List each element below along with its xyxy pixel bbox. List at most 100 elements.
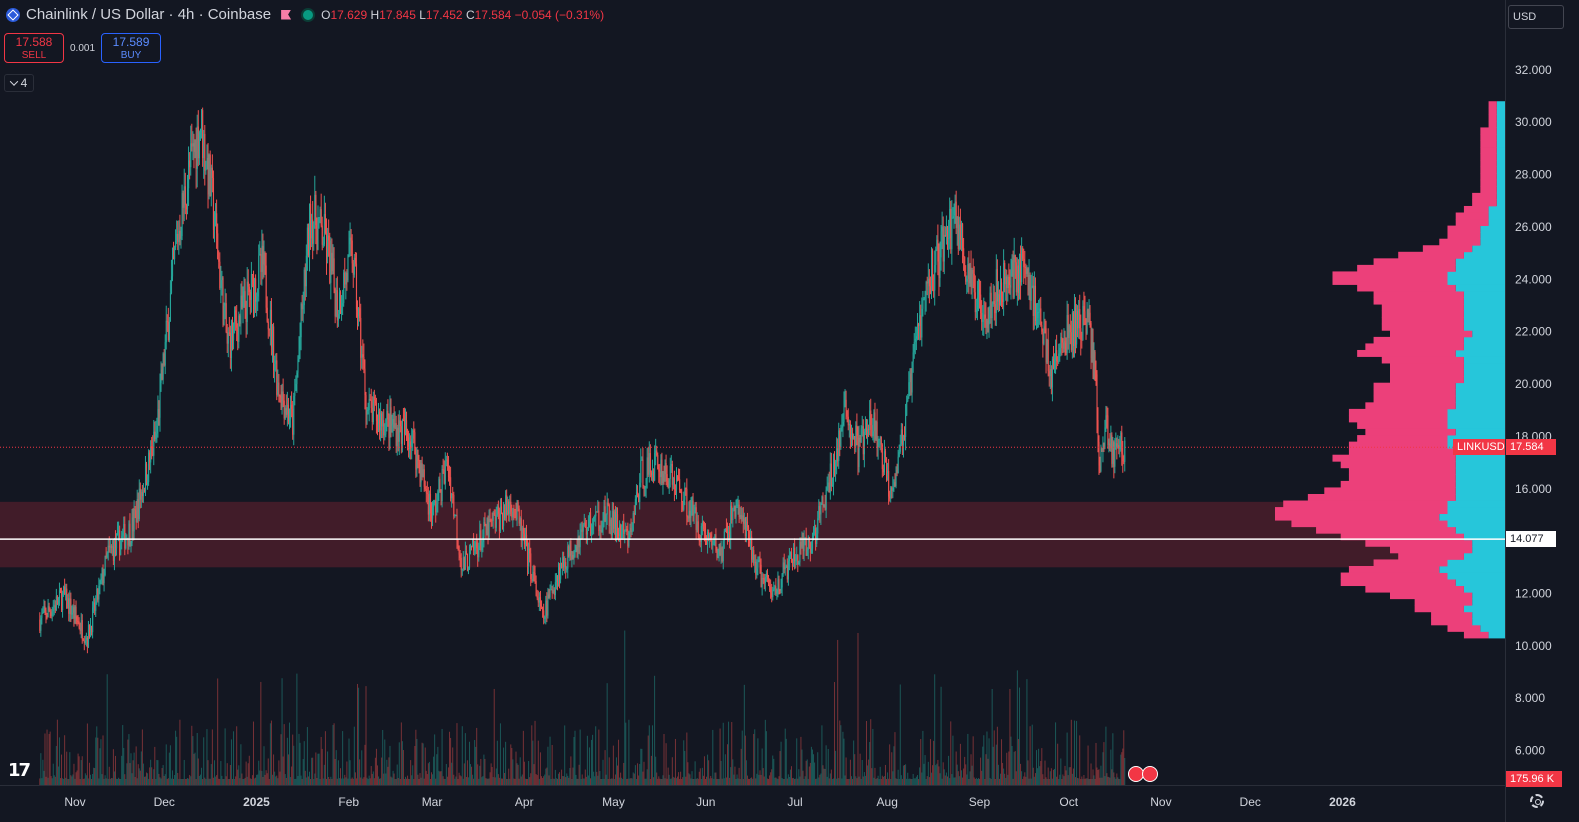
volume-bar: [571, 778, 573, 785]
volume-bar: [452, 747, 454, 785]
candle-body: [983, 314, 985, 320]
volume-bar: [422, 743, 424, 785]
volume-bar: [520, 776, 522, 785]
volume-bar: [230, 739, 232, 785]
buy-button[interactable]: 17.589 BUY: [101, 33, 162, 63]
sell-button[interactable]: 17.588 SELL: [4, 33, 64, 63]
x-tick-label: Mar: [422, 795, 443, 809]
volume-profile-buy-bar: [1463, 363, 1505, 371]
volume-bar: [568, 777, 570, 785]
volume-bar: [582, 778, 584, 785]
us-flag-event-icon[interactable]: [1142, 766, 1158, 782]
volume-bar: [359, 759, 361, 785]
y-tick-label: 22.000: [1515, 325, 1552, 339]
volume-bar: [775, 777, 777, 785]
candle-body: [367, 409, 369, 411]
volume-profile-buy-bar: [1455, 402, 1505, 410]
settings-gear-icon[interactable]: [1530, 794, 1544, 808]
candle-body: [870, 410, 872, 426]
volume-bar: [1120, 754, 1122, 785]
volume-profile-sell-bar: [1431, 618, 1473, 626]
candle-body: [317, 222, 319, 250]
volume-bar: [674, 738, 676, 785]
volume-bar: [856, 778, 858, 785]
candle-body: [622, 521, 624, 533]
volume-bar: [560, 778, 562, 785]
candle-body: [610, 519, 612, 536]
volume-bar: [202, 778, 204, 785]
tradingview-logo[interactable]: 17: [8, 760, 31, 781]
candle-body: [1124, 440, 1126, 462]
candle-body: [1115, 443, 1117, 448]
candle-body: [151, 446, 153, 448]
candle-body: [853, 436, 855, 440]
symbol-title[interactable]: Chainlink / US Dollar · 4h · Coinbase: [26, 6, 272, 23]
y-tick-label: 24.000: [1515, 272, 1552, 286]
candle-body: [971, 269, 973, 288]
candle-body: [113, 538, 116, 561]
volume-bar: [132, 760, 134, 785]
candle-body: [685, 487, 687, 489]
volume-bar: [508, 768, 510, 785]
candle-body: [194, 139, 196, 152]
volume-bar: [710, 775, 712, 785]
candle-body: [120, 541, 122, 555]
x-tick-label: Aug: [877, 795, 898, 809]
candle-body: [739, 515, 741, 517]
volume-bar: [276, 775, 278, 785]
candle-body: [228, 332, 230, 334]
volume-bar: [929, 739, 931, 785]
volume-bar: [576, 778, 578, 785]
volume-bar: [357, 683, 359, 785]
candle-body: [682, 501, 684, 510]
candle-body: [350, 237, 352, 241]
volume-bar: [530, 773, 532, 785]
volume-bar: [1058, 778, 1060, 785]
candle-body: [787, 560, 789, 580]
volume-bar: [981, 770, 983, 785]
candle-body: [975, 309, 977, 313]
candle-body: [806, 549, 808, 556]
volume-bar: [96, 726, 98, 785]
volume-bar: [399, 778, 401, 785]
volume-profile-sell-bar: [1455, 219, 1489, 227]
volume-bar: [502, 778, 504, 785]
flag-icon[interactable]: [281, 9, 292, 20]
volume-profile-sell-bar: [1472, 192, 1497, 200]
candle-body: [154, 431, 156, 440]
volume-bar: [380, 778, 382, 785]
volume-bar: [999, 773, 1001, 785]
candle-body: [349, 237, 351, 245]
indicators-toggle[interactable]: 4: [4, 74, 34, 92]
volume-bar: [312, 757, 314, 785]
volume-profile-buy-bar: [1447, 277, 1505, 285]
volume-bar: [39, 778, 41, 785]
candle-body: [340, 292, 342, 314]
volume-bar: [175, 730, 177, 785]
volume-bar: [958, 776, 960, 785]
candle-body: [754, 561, 756, 564]
volume-bar: [998, 778, 1000, 785]
candle-body: [285, 408, 287, 415]
currency-selector[interactable]: USD: [1508, 5, 1564, 29]
candle-body: [957, 216, 959, 250]
candle-body: [344, 272, 346, 285]
candle-body: [503, 509, 505, 526]
volume-bar: [354, 772, 356, 785]
candle-body: [323, 214, 325, 245]
candle-body: [371, 407, 373, 423]
volume-bar: [977, 778, 979, 785]
candle-body: [815, 528, 817, 544]
volume-bar: [617, 765, 619, 785]
volume-bar: [1101, 777, 1103, 785]
candle-body: [385, 419, 387, 435]
candle-body: [831, 484, 834, 487]
candle-body: [464, 550, 466, 570]
volume-bar: [759, 770, 761, 785]
candle-body: [414, 432, 416, 455]
candle-body: [962, 223, 964, 249]
volume-bar: [59, 778, 61, 785]
volume-profile-buy-bar: [1455, 467, 1505, 475]
volume-bar: [477, 764, 479, 785]
